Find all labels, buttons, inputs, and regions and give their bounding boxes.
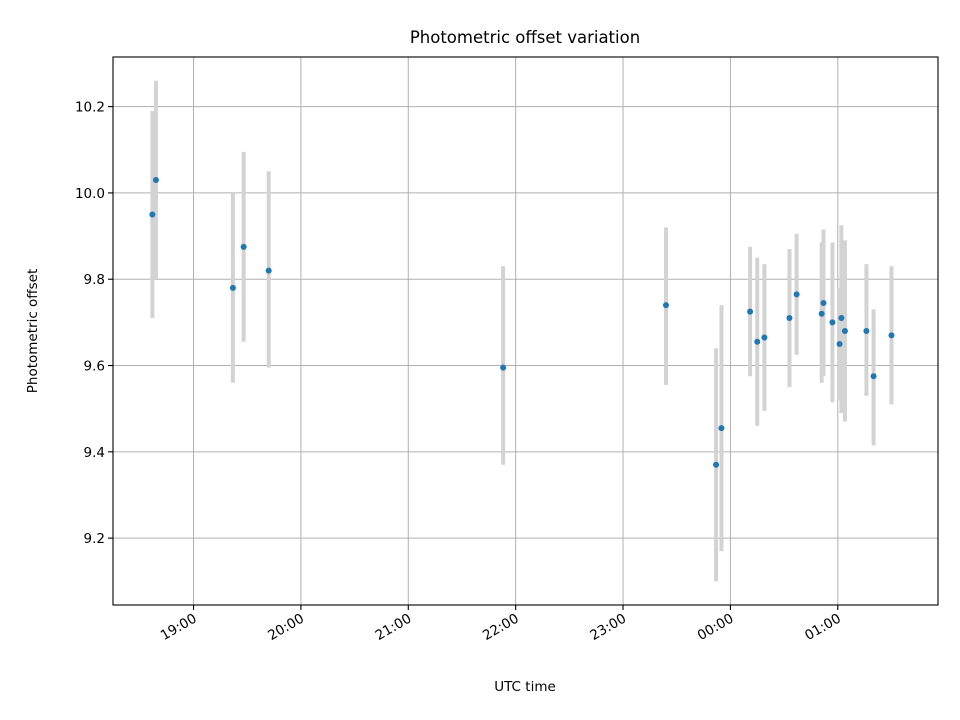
data-point bbox=[838, 315, 845, 322]
data-point bbox=[841, 328, 848, 334]
data-point bbox=[229, 284, 236, 291]
data-point bbox=[747, 308, 754, 315]
data-point bbox=[793, 291, 800, 298]
data-point bbox=[863, 328, 870, 334]
data-point bbox=[888, 332, 895, 339]
data-point bbox=[149, 211, 156, 218]
data-point bbox=[870, 373, 877, 380]
data-point bbox=[820, 299, 827, 306]
chart-title: Photometric offset variation bbox=[410, 28, 640, 47]
data-point bbox=[240, 243, 247, 250]
data-point bbox=[265, 267, 272, 274]
data-point bbox=[829, 319, 836, 326]
y-tick-label: 10.2 bbox=[75, 100, 105, 116]
data-point bbox=[836, 340, 843, 347]
y-tick-label: 9.2 bbox=[84, 531, 105, 547]
y-tick-label: 9.4 bbox=[84, 445, 105, 461]
data-point bbox=[761, 334, 768, 341]
data-point bbox=[718, 425, 725, 432]
data-point bbox=[713, 461, 720, 468]
x-axis-label: UTC time bbox=[494, 679, 556, 695]
y-tick-label: 9.8 bbox=[84, 272, 105, 288]
y-tick-label: 10.0 bbox=[75, 186, 105, 202]
data-point bbox=[786, 315, 793, 322]
data-point bbox=[152, 176, 159, 183]
data-points bbox=[149, 176, 895, 468]
data-point bbox=[754, 338, 761, 345]
grid-lines bbox=[113, 57, 938, 605]
y-axis-label: Photometric offset bbox=[25, 269, 41, 393]
data-point bbox=[818, 310, 825, 317]
data-point bbox=[500, 364, 507, 371]
data-point bbox=[662, 302, 669, 309]
y-tick-label: 9.6 bbox=[84, 359, 105, 375]
plot-frame bbox=[112, 56, 939, 606]
